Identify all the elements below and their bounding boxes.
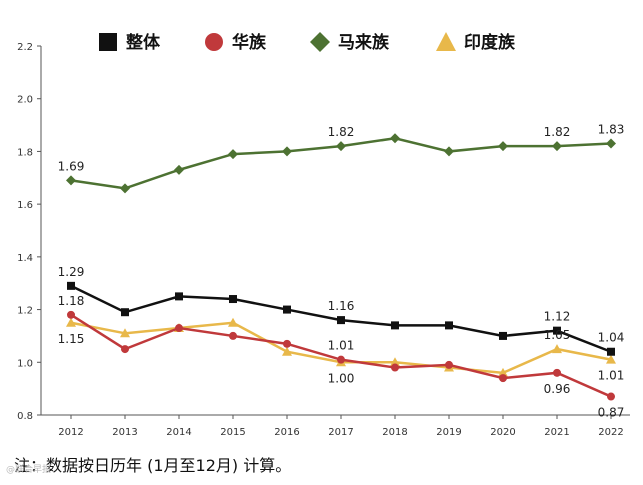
data-point-square	[337, 316, 345, 325]
data-label: 1.16	[328, 299, 355, 313]
data-point-square	[445, 321, 453, 330]
data-point-circle	[337, 355, 345, 364]
x-tick-label: 2015	[220, 427, 245, 438]
legend-label: 整体	[126, 32, 161, 53]
data-point-triangle	[120, 328, 130, 338]
data-point-circle	[445, 360, 453, 369]
data-point-diamond	[282, 146, 292, 157]
data-point-circle	[175, 324, 183, 333]
data-point-square	[607, 347, 615, 356]
legend-marker-circle	[205, 33, 223, 51]
y-tick-label: 0.8	[17, 411, 33, 422]
x-tick-label: 2018	[382, 427, 407, 438]
data-point-diamond	[444, 146, 454, 157]
x-tick-label: 2013	[112, 427, 137, 438]
data-label: 1.69	[58, 159, 85, 173]
data-label: 1.83	[598, 123, 625, 137]
legend-marker-square	[99, 33, 117, 51]
data-label: 1.82	[544, 125, 571, 139]
data-point-diamond	[336, 141, 346, 152]
data-point-circle	[229, 331, 237, 340]
data-label: 0.87	[598, 406, 625, 420]
x-tick-label: 2020	[490, 427, 515, 438]
data-label: 1.01	[598, 369, 625, 383]
x-tick-label: 2022	[598, 427, 623, 438]
data-point-circle	[607, 392, 615, 401]
data-point-diamond	[66, 175, 76, 186]
data-point-square	[499, 331, 507, 340]
data-label: 1.15	[58, 332, 85, 346]
y-tick-label: 2.2	[17, 42, 33, 53]
data-label: 1.82	[328, 125, 355, 139]
data-point-square	[283, 305, 291, 314]
data-point-triangle	[66, 317, 76, 327]
x-tick-label: 2017	[328, 427, 353, 438]
data-point-triangle	[552, 344, 562, 354]
data-point-diamond	[498, 141, 508, 152]
y-tick-label: 1.0	[17, 358, 33, 369]
data-point-triangle	[282, 346, 292, 356]
chart-footnote: 注：数据按日历年 (1月至12月) 计算。	[14, 456, 292, 475]
data-point-square	[229, 295, 237, 304]
data-point-diamond	[228, 149, 238, 160]
legend-marker-triangle	[436, 32, 456, 51]
data-label: 1.18	[58, 294, 85, 308]
fertility-rate-line-chart: 0.8 1.0 1.2 1.4 1.6 1.8 2.0 2.2 2012 2013 2014 2015…	[17, 32, 630, 438]
legend-marker-diamond	[310, 32, 330, 52]
data-point-diamond	[120, 183, 130, 194]
data-point-square	[175, 292, 183, 301]
y-tick-label: 1.4	[17, 253, 33, 264]
data-point-triangle	[228, 317, 238, 327]
data-point-square	[67, 281, 75, 290]
y-tick-label: 1.8	[17, 147, 33, 158]
x-tick-label: 2021	[544, 427, 569, 438]
data-point-triangle	[498, 367, 508, 377]
x-tick-label: 2012	[58, 427, 83, 438]
data-label: 1.05	[544, 328, 571, 342]
data-point-circle	[391, 363, 399, 372]
data-label: 0.96	[544, 382, 571, 396]
data-label: 1.04	[598, 331, 625, 345]
x-tick-label: 2019	[436, 427, 461, 438]
data-label: 1.29	[58, 265, 85, 279]
watermark: @联合早报	[6, 465, 52, 475]
data-point-triangle	[390, 357, 400, 367]
data-label: 1.01	[328, 339, 355, 353]
data-point-diamond	[174, 164, 184, 175]
legend-label: 马来族	[338, 32, 390, 53]
data-point-circle	[67, 310, 75, 319]
x-tick-label: 2016	[274, 427, 299, 438]
data-point-square	[121, 308, 129, 317]
data-point-circle	[553, 368, 561, 377]
y-tick-label: 2.0	[17, 95, 33, 106]
y-tick-label: 1.2	[17, 306, 33, 317]
data-point-square	[391, 321, 399, 330]
data-point-diamond	[606, 138, 616, 149]
data-label: 1.12	[544, 310, 571, 324]
data-point-circle	[121, 345, 129, 354]
data-label: 1.00	[328, 371, 355, 385]
data-point-circle	[499, 374, 507, 383]
data-point-triangle	[606, 354, 616, 364]
x-tick-label: 2014	[166, 427, 191, 438]
legend-label: 华族	[232, 32, 267, 53]
y-tick-label: 1.6	[17, 200, 33, 211]
data-point-diamond	[390, 133, 400, 144]
data-point-diamond	[552, 141, 562, 152]
data-point-circle	[283, 339, 291, 348]
data-point-square	[553, 326, 561, 335]
legend-label: 印度族	[464, 32, 516, 53]
